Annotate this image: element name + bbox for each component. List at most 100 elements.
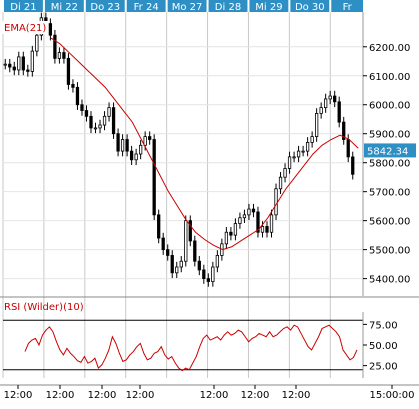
candle-body (120, 139, 125, 152)
candle-body (3, 63, 7, 66)
candle-body (184, 220, 188, 262)
price-tick-label: 5600.00 (369, 217, 410, 228)
candle-body (175, 266, 179, 274)
candle-body (80, 104, 84, 111)
price-tick-label: 5800.00 (369, 159, 410, 170)
candle-body (179, 260, 183, 268)
price-tick-label: 6000.00 (369, 101, 410, 112)
day-label: Fr (343, 2, 353, 13)
candle-body (269, 214, 274, 233)
candle-body (265, 226, 269, 233)
candle-body (238, 217, 242, 224)
x-tick-label: 12:00 (200, 390, 229, 401)
candle-body (157, 214, 161, 239)
candle-body (224, 231, 229, 245)
last-price-box (364, 143, 416, 158)
day-label-box (249, 0, 289, 12)
candle-body (111, 107, 116, 135)
candle-body (66, 57, 71, 85)
day-label: Do 30 (295, 2, 325, 13)
rsi-tick-label: 25.00 (369, 362, 398, 373)
ema-line (50, 37, 359, 251)
day-label-box (290, 0, 330, 12)
candle-body (107, 107, 111, 117)
rsi-tick-label: 75.00 (369, 320, 398, 331)
rsi-line (24, 324, 358, 372)
x-tick-label: 12:00 (46, 390, 75, 401)
candle-body (93, 127, 98, 130)
candle-body (283, 168, 287, 178)
candle-body (161, 237, 165, 251)
candle-body (26, 69, 30, 72)
candle-body (12, 66, 16, 71)
candle-body (202, 269, 206, 280)
candle-body (62, 52, 66, 59)
candle-body (116, 133, 120, 152)
candle-body (71, 84, 75, 88)
candle-body (229, 231, 233, 236)
candle-body (333, 95, 337, 103)
candle-body (346, 139, 350, 158)
candle-body (75, 86, 80, 106)
candle-body (314, 113, 319, 138)
candle-body (166, 249, 170, 256)
candle-body (8, 63, 12, 68)
day-label-box (126, 0, 166, 12)
candle-body (53, 34, 57, 59)
candle-body (256, 211, 260, 233)
candle-body (310, 136, 314, 143)
candle-body (17, 56, 21, 71)
price-tick-label: 5700.00 (369, 188, 410, 199)
x-tick-label: 15:00:00 (370, 390, 415, 401)
candle-body (102, 115, 107, 126)
candle-body (274, 188, 278, 216)
candle-body (337, 101, 341, 123)
day-label: Mi 22 (51, 2, 78, 13)
candle-body (319, 107, 323, 114)
candle-body (138, 144, 143, 155)
candle-body (148, 136, 152, 140)
day-label: Mo 27 (172, 2, 203, 13)
candle-body (301, 150, 305, 153)
day-label-box (44, 0, 84, 12)
candle-body (129, 150, 134, 161)
day-label: Mi 29 (255, 2, 282, 13)
day-label: Fr 24 (134, 2, 159, 13)
day-label-box (167, 0, 207, 12)
candle-body (143, 136, 147, 146)
day-label: Di 21 (10, 2, 36, 13)
candle-body (305, 142, 310, 152)
candle-body (251, 208, 256, 213)
price-tick-label: 6100.00 (369, 72, 410, 83)
candle-body (242, 214, 247, 219)
day-label-box (208, 0, 248, 12)
candle-body (89, 115, 93, 129)
day-label-box (85, 0, 125, 12)
candle-body (324, 98, 328, 109)
candle-body (260, 226, 265, 233)
rsi-label: RSI (Wilder)(10) (4, 302, 84, 313)
x-tick-label: 12:00 (282, 390, 311, 401)
candle-body (134, 153, 138, 161)
candle-body (57, 52, 62, 59)
candle-body (48, 23, 53, 36)
candle-body (351, 156, 355, 175)
candle-body (188, 220, 192, 242)
candle-body (84, 110, 89, 117)
day-label-box (331, 0, 363, 12)
candle-body (342, 121, 346, 140)
candle-body (197, 260, 201, 271)
candle-body (292, 156, 296, 159)
candle-body (287, 156, 292, 169)
day-label: Do 23 (90, 2, 120, 13)
candle-body (215, 255, 220, 268)
ema-label: EMA(21) (4, 23, 46, 34)
candle-body (152, 139, 156, 216)
candle-body (193, 240, 197, 262)
candle-body (30, 50, 34, 72)
last-price-label: 5842.34 (367, 146, 408, 157)
price-tick-label: 5500.00 (369, 246, 410, 257)
day-label: Di 28 (215, 2, 241, 13)
